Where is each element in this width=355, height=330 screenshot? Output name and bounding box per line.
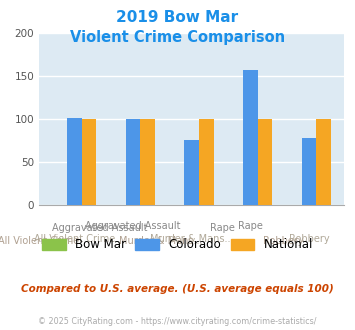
Bar [126, 119, 140, 205]
Text: Compared to U.S. average. (U.S. average equals 100): Compared to U.S. average. (U.S. average … [21, 284, 334, 294]
Text: Rape: Rape [210, 223, 235, 233]
Bar [140, 119, 155, 205]
Bar [316, 119, 331, 205]
Bar [67, 118, 82, 205]
Bar [199, 119, 214, 205]
Text: All Violent Crime: All Violent Crime [0, 236, 80, 246]
Text: Robbery: Robbery [263, 236, 304, 246]
Text: Robbery: Robbery [289, 234, 329, 244]
Text: Rape: Rape [238, 221, 263, 231]
Legend: Bow Mar, Colorado, National: Bow Mar, Colorado, National [42, 239, 313, 251]
Text: All Violent Crime: All Violent Crime [34, 234, 115, 244]
Text: Aggravated Assault: Aggravated Assault [52, 223, 148, 233]
Text: Aggravated Assault: Aggravated Assault [85, 221, 181, 231]
Bar [258, 119, 272, 205]
Text: © 2025 CityRating.com - https://www.cityrating.com/crime-statistics/: © 2025 CityRating.com - https://www.city… [38, 317, 317, 326]
Bar [82, 119, 96, 205]
Bar [302, 138, 316, 205]
Text: Murder & Mans...: Murder & Mans... [119, 236, 203, 246]
Bar [243, 70, 258, 205]
Bar [184, 140, 199, 205]
Text: 2019 Bow Mar: 2019 Bow Mar [116, 10, 239, 25]
Text: Violent Crime Comparison: Violent Crime Comparison [70, 30, 285, 45]
Text: Murder & Mans...: Murder & Mans... [150, 234, 234, 244]
